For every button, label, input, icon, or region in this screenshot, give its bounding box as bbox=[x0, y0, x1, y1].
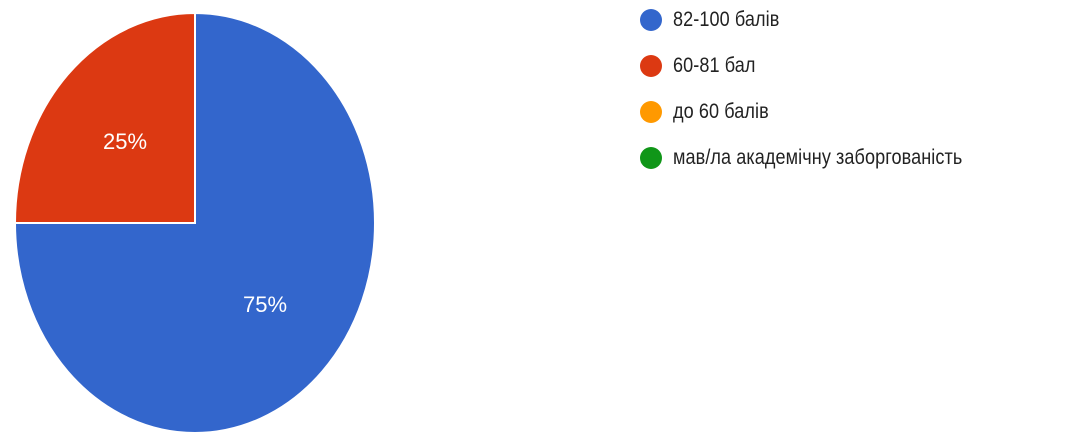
pie-slice-1[interactable] bbox=[13, 11, 196, 224]
pie-slice-label-0: 75% bbox=[243, 292, 287, 317]
legend-swatch bbox=[640, 8, 662, 31]
legend-item-academic-debt[interactable]: мав/ла академічну заборгованість bbox=[640, 146, 1009, 169]
chart-legend: 82-100 балів 60-81 бал до 60 балів мав/л… bbox=[640, 8, 1009, 192]
legend-label: 82-100 балів bbox=[673, 7, 780, 31]
legend-label: до 60 балів bbox=[673, 99, 769, 123]
legend-swatch bbox=[640, 146, 662, 169]
legend-label: 60-81 бал bbox=[673, 53, 756, 77]
legend-item-60-81[interactable]: 60-81 бал bbox=[640, 54, 1009, 77]
legend-label: мав/ла академічну заборгованість bbox=[673, 145, 963, 169]
pie-plot: 75% 25% bbox=[13, 11, 376, 434]
pie-slice-0[interactable] bbox=[13, 11, 376, 434]
legend-item-82-100[interactable]: 82-100 балів bbox=[640, 8, 1009, 31]
legend-item-below-60[interactable]: до 60 балів bbox=[640, 100, 1009, 123]
legend-swatch bbox=[640, 54, 662, 77]
legend-swatch bbox=[640, 100, 662, 123]
pie-slice-label-1: 25% bbox=[103, 129, 147, 154]
